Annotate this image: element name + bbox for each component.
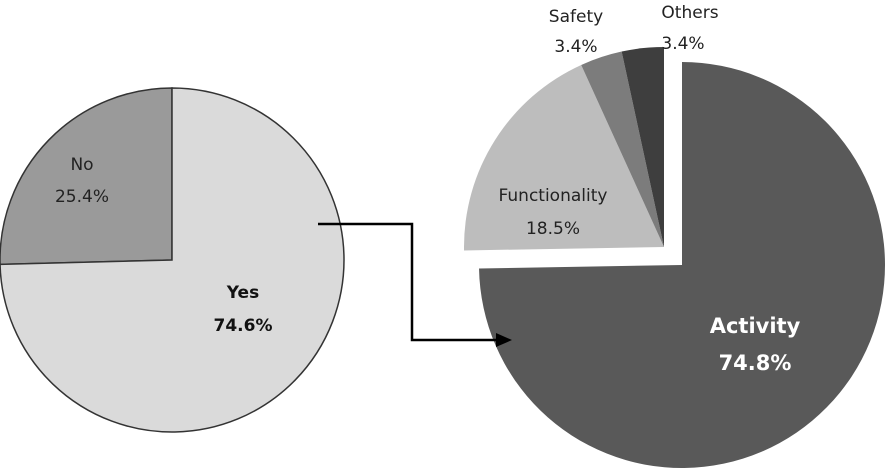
connector-arrow	[318, 222, 498, 342]
value-safety: 3.4%	[554, 37, 597, 57]
value-functionality: 18.5%	[526, 219, 580, 239]
label-functionality: Functionality	[499, 186, 608, 206]
label-safety: Safety	[549, 7, 603, 27]
slice-functionality	[464, 64, 664, 251]
label-no: No	[70, 155, 93, 175]
value-no: 25.4%	[55, 187, 109, 207]
slice-safety	[581, 51, 664, 248]
slice-yes	[0, 87, 345, 433]
label-others: Others	[661, 3, 718, 23]
slice-others	[621, 47, 664, 247]
arrowhead-icon	[496, 333, 512, 347]
label-yes: Yes	[226, 283, 259, 303]
slice-activity	[479, 62, 885, 468]
value-others: 3.4%	[661, 34, 704, 54]
slice-no	[0, 87, 173, 266]
value-yes: 74.6%	[214, 316, 273, 336]
label-activity: Activity	[710, 314, 801, 338]
value-activity: 74.8%	[719, 351, 792, 375]
